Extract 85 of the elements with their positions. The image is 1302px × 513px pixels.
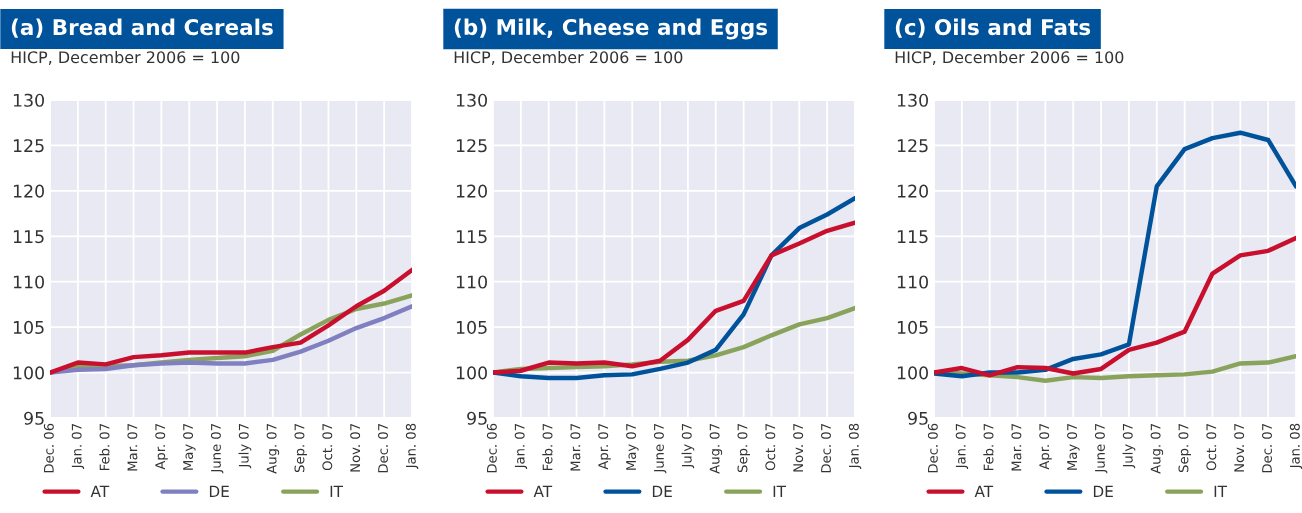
y-tick-label: 100: [13, 366, 44, 380]
y-tick-label: 100: [456, 366, 487, 380]
y-tick-label: 95: [908, 411, 928, 425]
x-tick-label: Sep. 07: [294, 423, 307, 473]
legend-label: AT: [533, 485, 553, 497]
x-tick-label: June 07: [653, 423, 667, 474]
x-tick-label: Dec. 07: [1262, 423, 1272, 473]
x-tick-label: May 07: [626, 423, 639, 470]
legend-label: IT: [1214, 485, 1228, 497]
line-series: [493, 220, 855, 375]
y-tick-label: 125: [897, 139, 928, 153]
y-tick-label: 120: [13, 184, 44, 198]
x-tick-label: June 07: [210, 423, 224, 474]
y-tick-label: 125: [13, 139, 44, 153]
y-tick-label: 125: [456, 139, 487, 153]
x-tick-label: Mar. 07: [570, 423, 581, 471]
x-tick-label: Dec. 06: [43, 423, 54, 473]
x-tick-label: Mar. 07: [1011, 423, 1022, 471]
x-tick-label: July 07: [681, 423, 695, 469]
x-tick-label: Oct. 07: [765, 423, 776, 471]
y-tick-label: 105: [13, 320, 44, 334]
legend-label: DE: [209, 485, 229, 497]
y-tick-label: 120: [897, 184, 928, 198]
x-tick-label: Dec. 06: [927, 423, 938, 473]
y-tick-label: 110: [13, 275, 44, 289]
chart-subtitle: HICP, December 2006 = 100: [454, 50, 683, 65]
x-tick-label: Jan. 07: [514, 423, 528, 470]
x-tick-label: May 07: [1067, 423, 1080, 470]
x-tick-label: Dec. 06: [486, 423, 497, 473]
line-series: [50, 267, 412, 375]
x-tick-label: Jan. 08: [1289, 423, 1302, 470]
chart-title: (b) Milk, Cheese and Eggs: [454, 18, 768, 40]
x-tick-label: Aug. 07: [709, 423, 723, 474]
y-tick-label: 110: [456, 275, 487, 289]
x-tick-label: Dec. 07: [378, 423, 388, 473]
x-tick-label: Feb. 07: [542, 423, 553, 471]
x-tick-label: Apr. 07: [1039, 423, 1052, 470]
legend-label: AT: [90, 485, 110, 497]
x-tick-label: Aug. 07: [1150, 423, 1164, 474]
y-tick-label: 105: [897, 320, 928, 334]
legend-label: IT: [330, 485, 344, 497]
x-tick-label: Jan. 07: [71, 423, 85, 470]
line-series: [934, 235, 1296, 378]
x-tick-label: June 07: [1094, 423, 1108, 474]
legend-label: DE: [652, 485, 672, 497]
line-series: [934, 130, 1296, 379]
x-tick-label: May 07: [183, 423, 196, 470]
x-tick-label: Feb. 07: [983, 423, 994, 471]
x-tick-label: Oct. 07: [1206, 423, 1217, 471]
y-tick-label: 115: [897, 230, 928, 244]
chart-subtitle: HICP, December 2006 = 100: [895, 50, 1124, 65]
x-tick-label: Jan. 08: [848, 423, 862, 470]
x-tick-label: Oct. 07: [322, 423, 333, 471]
legend-label: IT: [773, 485, 787, 497]
x-tick-label: Dec. 07: [821, 423, 831, 473]
y-tick-label: 120: [456, 184, 487, 198]
x-tick-label: Nov. 07: [350, 423, 361, 472]
x-tick-label: Jan. 07: [955, 423, 969, 470]
legend-label: DE: [1093, 485, 1113, 497]
y-tick-label: 100: [897, 366, 928, 380]
chart-title: (c) Oils and Fats: [895, 18, 1091, 38]
x-tick-label: July 07: [1122, 423, 1136, 469]
x-tick-label: Jan. 08: [405, 423, 419, 470]
x-tick-label: July 07: [238, 423, 252, 469]
y-tick-label: 105: [456, 320, 487, 334]
x-tick-label: Nov. 07: [793, 423, 804, 472]
x-tick-label: Feb. 07: [99, 423, 110, 471]
y-tick-label: 95: [24, 411, 44, 425]
x-tick-label: Sep. 07: [737, 423, 750, 473]
y-tick-label: 130: [456, 93, 487, 107]
x-tick-label: Nov. 07: [1234, 423, 1245, 472]
x-tick-label: Apr. 07: [598, 423, 611, 470]
chart-title: (a) Bread and Cereals: [11, 18, 273, 38]
y-tick-label: 95: [467, 411, 487, 425]
x-tick-label: Sep. 07: [1178, 423, 1191, 473]
x-tick-label: Mar. 07: [127, 423, 138, 471]
legend-label: AT: [974, 485, 994, 497]
chart-subtitle: HICP, December 2006 = 100: [11, 50, 240, 65]
y-tick-label: 110: [897, 275, 928, 289]
x-tick-label: Apr. 07: [155, 423, 168, 470]
y-tick-label: 130: [13, 93, 44, 107]
y-tick-label: 115: [13, 230, 44, 244]
y-tick-label: 115: [456, 230, 487, 244]
y-tick-label: 130: [897, 93, 928, 107]
x-tick-label: Aug. 07: [266, 423, 280, 474]
